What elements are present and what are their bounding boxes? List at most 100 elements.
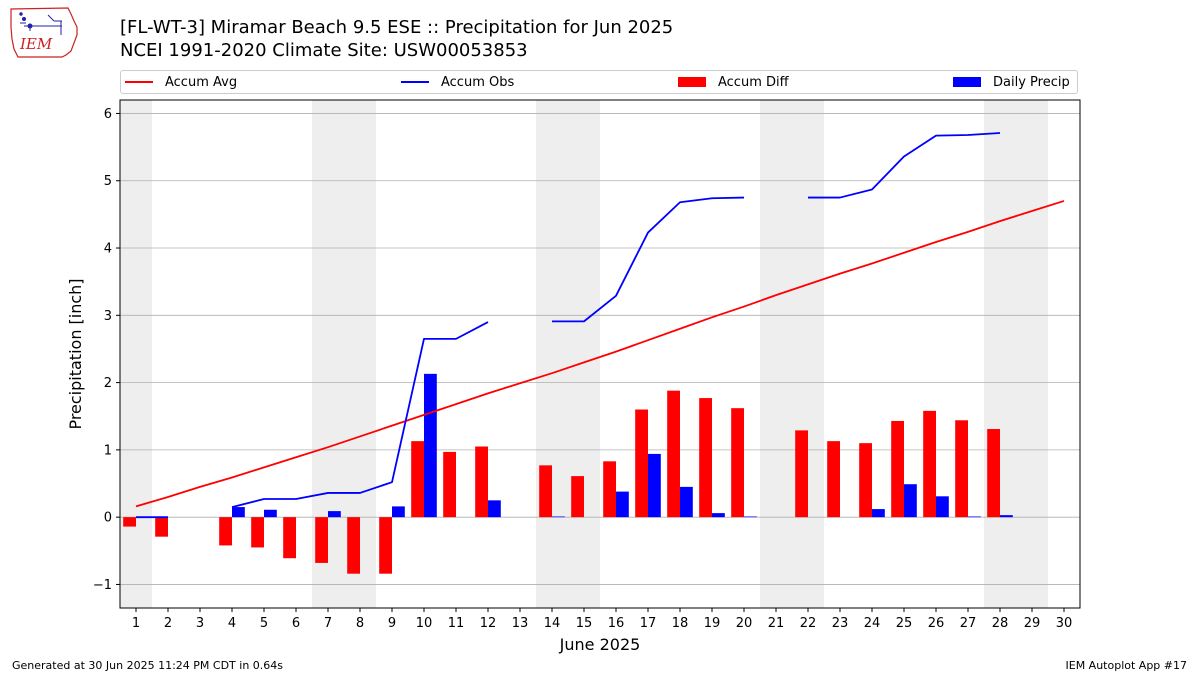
x-tick-label: 17	[640, 616, 657, 631]
x-tick-label: 22	[800, 616, 817, 631]
daily-precip-bar	[616, 491, 629, 518]
weekend-shade	[568, 100, 600, 608]
x-tick-label: 21	[768, 616, 785, 631]
daily-precip-bar	[680, 486, 693, 518]
accum-diff-bar	[827, 441, 840, 518]
daily-precip-bar	[328, 511, 341, 518]
accum-avg-line	[135, 200, 1065, 508]
x-tick-label: 28	[992, 616, 1009, 631]
chart-legend: Accum Avg Accum Obs Accum Diff Daily Pre…	[120, 70, 1078, 94]
iowa-outline-icon	[10, 7, 78, 58]
y-tick-label: 4	[104, 242, 112, 257]
x-tick-label: 29	[1024, 616, 1041, 631]
legend-swatch	[953, 77, 981, 87]
y-tick-label: −1	[93, 578, 112, 593]
x-tick-label: 5	[260, 616, 268, 631]
accum-diff-bar	[603, 461, 616, 518]
accum-diff-bar	[411, 441, 424, 518]
y-tick-label: 2	[104, 376, 112, 391]
y-axis-label: Precipitation [inch]	[66, 278, 85, 429]
accum-diff-bar	[699, 398, 712, 518]
x-tick-label: 16	[608, 616, 625, 631]
footer-app-text: IEM Autoplot App #17	[1065, 659, 1188, 672]
x-tick-label: 10	[416, 616, 433, 631]
iem-logo: IEM	[10, 7, 78, 58]
x-tick-label: 11	[448, 616, 465, 631]
accum-diff-bar	[379, 517, 392, 574]
accum-diff-bar	[795, 430, 808, 518]
daily-precip-bar	[232, 507, 245, 518]
daily-precip-bar	[648, 453, 661, 518]
weekend-shade	[792, 100, 824, 608]
x-tick-label: 9	[388, 616, 396, 631]
accum-diff-bar	[987, 429, 1000, 518]
daily-precip-bar	[424, 373, 437, 518]
accum-diff-bar	[219, 517, 232, 546]
accum-diff-bar	[571, 476, 584, 518]
accum-diff-bar	[155, 517, 168, 537]
accum-obs-line	[231, 321, 489, 508]
accum-diff-bar	[347, 517, 360, 574]
x-axis-label: June 2025	[559, 635, 641, 654]
daily-precip-bar	[904, 484, 917, 518]
accum-diff-bar	[123, 517, 136, 527]
accum-obs-line	[552, 196, 745, 323]
logo-text: IEM	[19, 35, 53, 53]
x-tick-label: 27	[960, 616, 977, 631]
legend-swatch	[401, 81, 429, 83]
daily-precip-bar	[744, 516, 757, 518]
x-tick-label: 26	[928, 616, 945, 631]
y-tick-label: 6	[104, 107, 112, 122]
x-tick-label: 12	[480, 616, 497, 631]
x-tick-label: 23	[832, 616, 849, 631]
legend-label: Daily Precip	[993, 74, 1070, 90]
legend-item-daily-precip: Daily Precip	[953, 71, 1070, 93]
accum-diff-bar	[891, 420, 904, 518]
accum-diff-bar	[859, 443, 872, 518]
daily-precip-bar	[488, 500, 501, 518]
x-tick-label: 20	[736, 616, 753, 631]
daily-precip-bar	[968, 516, 981, 518]
legend-label: Accum Avg	[165, 74, 238, 90]
accum-diff-bar	[443, 451, 456, 518]
y-tick-label: 0	[104, 511, 112, 526]
x-tick-label: 15	[576, 616, 593, 631]
daily-precip-bar	[1000, 515, 1013, 518]
legend-item-accum-obs: Accum Obs	[401, 71, 514, 93]
accum-diff-bar	[315, 517, 328, 563]
accum-diff-bar	[667, 390, 680, 518]
weekend-shade	[536, 100, 568, 608]
accum-diff-bar	[283, 517, 296, 559]
daily-precip-bar	[392, 506, 405, 518]
accum-diff-bar	[475, 446, 488, 518]
x-tick-label: 8	[356, 616, 364, 631]
y-tick-label: 3	[104, 309, 112, 324]
x-tick-label: 13	[512, 616, 529, 631]
x-tick-label: 2	[164, 616, 172, 631]
weekend-shade	[760, 100, 792, 608]
weekend-shade	[1016, 100, 1048, 608]
weekend-shade	[120, 100, 152, 608]
daily-precip-bar	[264, 509, 277, 518]
x-tick-label: 3	[196, 616, 204, 631]
legend-label: Accum Obs	[441, 74, 515, 90]
legend-item-accum-diff: Accum Diff	[678, 71, 789, 93]
accum-obs-line	[808, 132, 1001, 199]
weekend-shade	[984, 100, 1016, 608]
x-tick-label: 18	[672, 616, 689, 631]
x-tick-label: 25	[896, 616, 913, 631]
daily-precip-bar	[936, 496, 949, 518]
daily-precip-bar	[552, 516, 565, 518]
legend-label: Accum Diff	[718, 74, 789, 90]
legend-swatch	[678, 77, 706, 87]
x-tick-label: 7	[324, 616, 332, 631]
accum-diff-bar	[251, 517, 264, 548]
plot-frame	[119, 99, 1081, 609]
x-tick-label: 1	[132, 616, 140, 631]
weather-station-icon	[19, 12, 62, 35]
accum-diff-bar	[923, 410, 936, 518]
accum-diff-bar	[539, 465, 552, 518]
x-tick-label: 24	[864, 616, 881, 631]
legend-swatch	[125, 81, 153, 83]
